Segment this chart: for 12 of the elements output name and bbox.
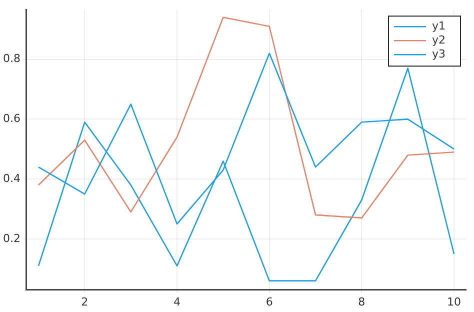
y-tick-label: 0.2 (2, 232, 20, 245)
y-tick-label: 0.4 (2, 172, 20, 185)
x-tick-label: 10 (446, 295, 461, 308)
x-tick-label: 6 (266, 295, 273, 308)
x-tick-label: 2 (81, 295, 88, 308)
y-tick-label: 0.8 (2, 52, 20, 66)
x-tick-label: 4 (173, 295, 180, 308)
legend-label: y1 (432, 19, 446, 32)
legend-label: y3 (432, 47, 446, 60)
y-tick-label: 0.6 (2, 112, 20, 126)
legend-label: y2 (432, 33, 446, 46)
x-tick-label: 8 (358, 295, 366, 308)
